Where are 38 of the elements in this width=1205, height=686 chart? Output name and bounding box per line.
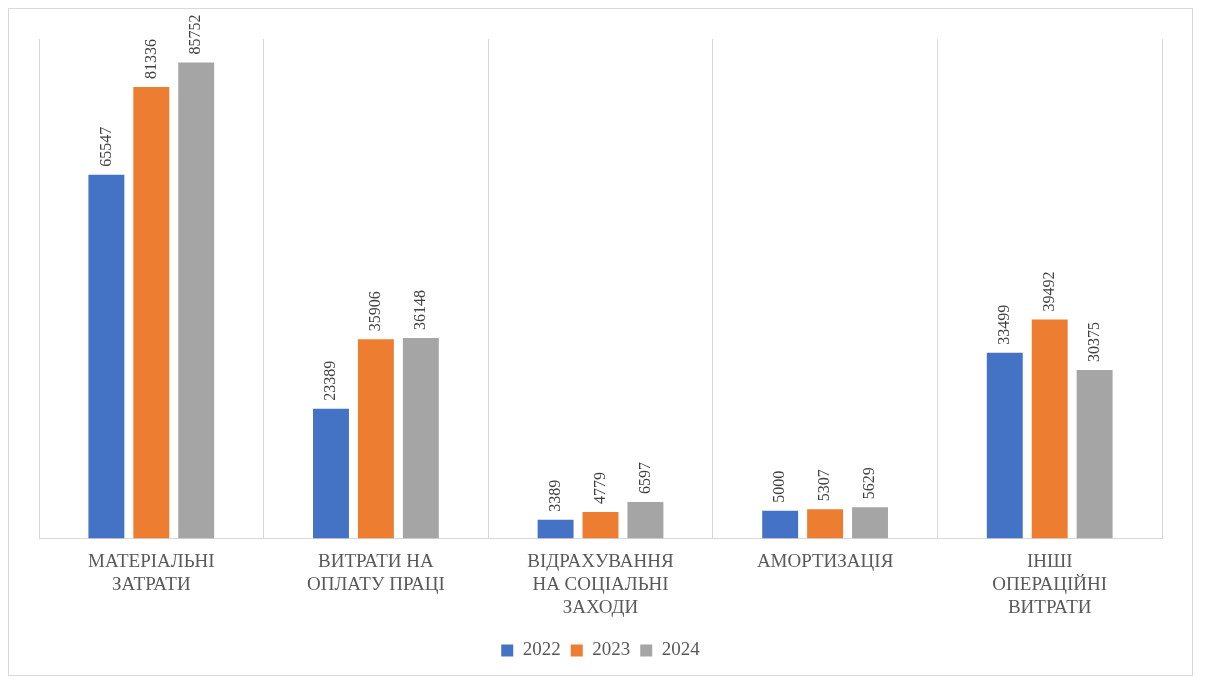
bar <box>402 337 439 539</box>
x-tick-label: ІНШІ ОПЕРАЦІЙНІ ВИТРАТИ <box>992 549 1108 617</box>
data-label: 23389 <box>321 360 339 401</box>
bar <box>178 62 215 539</box>
x-tick-label: ВІДРАХУВАННЯ НА СОЦІАЛЬНІ ЗАХОДИ <box>527 549 674 617</box>
bar <box>88 174 125 539</box>
x-tick-label: АМОРТИЗАЦІЯ <box>756 549 894 571</box>
data-label: 81336 <box>141 39 159 80</box>
legend-label: 2022 <box>522 638 561 660</box>
x-tick-label: ВИТРАТИ НА ОПЛАТУ ПРАЦІ <box>306 549 445 594</box>
bar <box>852 507 888 539</box>
bar <box>986 352 1023 539</box>
bar <box>357 339 394 539</box>
bar <box>537 519 574 539</box>
x-tick-label: МАТЕРІАЛЬНІ ЗАТРАТИ <box>87 549 215 594</box>
bar <box>807 509 844 539</box>
bar <box>313 408 349 539</box>
data-label: 4779 <box>590 472 608 505</box>
legend-label: 2023 <box>592 638 631 660</box>
bar <box>627 501 664 539</box>
data-label: 65547 <box>96 126 114 167</box>
bar <box>133 87 170 539</box>
data-label: 85752 <box>186 14 204 55</box>
bar <box>1076 369 1113 539</box>
data-label: 33499 <box>994 304 1012 345</box>
bar <box>1031 319 1068 539</box>
bar <box>582 512 619 539</box>
data-label: 39492 <box>1039 271 1057 312</box>
data-label: 35906 <box>366 291 384 332</box>
bar <box>762 510 799 539</box>
data-label: 30375 <box>1084 321 1102 362</box>
data-label: 5307 <box>815 469 833 502</box>
data-label: 3389 <box>545 479 563 512</box>
data-label: 6597 <box>635 461 653 494</box>
data-label: 36148 <box>411 289 429 330</box>
data-label: 5629 <box>860 467 878 500</box>
data-label: 5000 <box>770 470 788 503</box>
legend-label: 2024 <box>661 638 701 660</box>
